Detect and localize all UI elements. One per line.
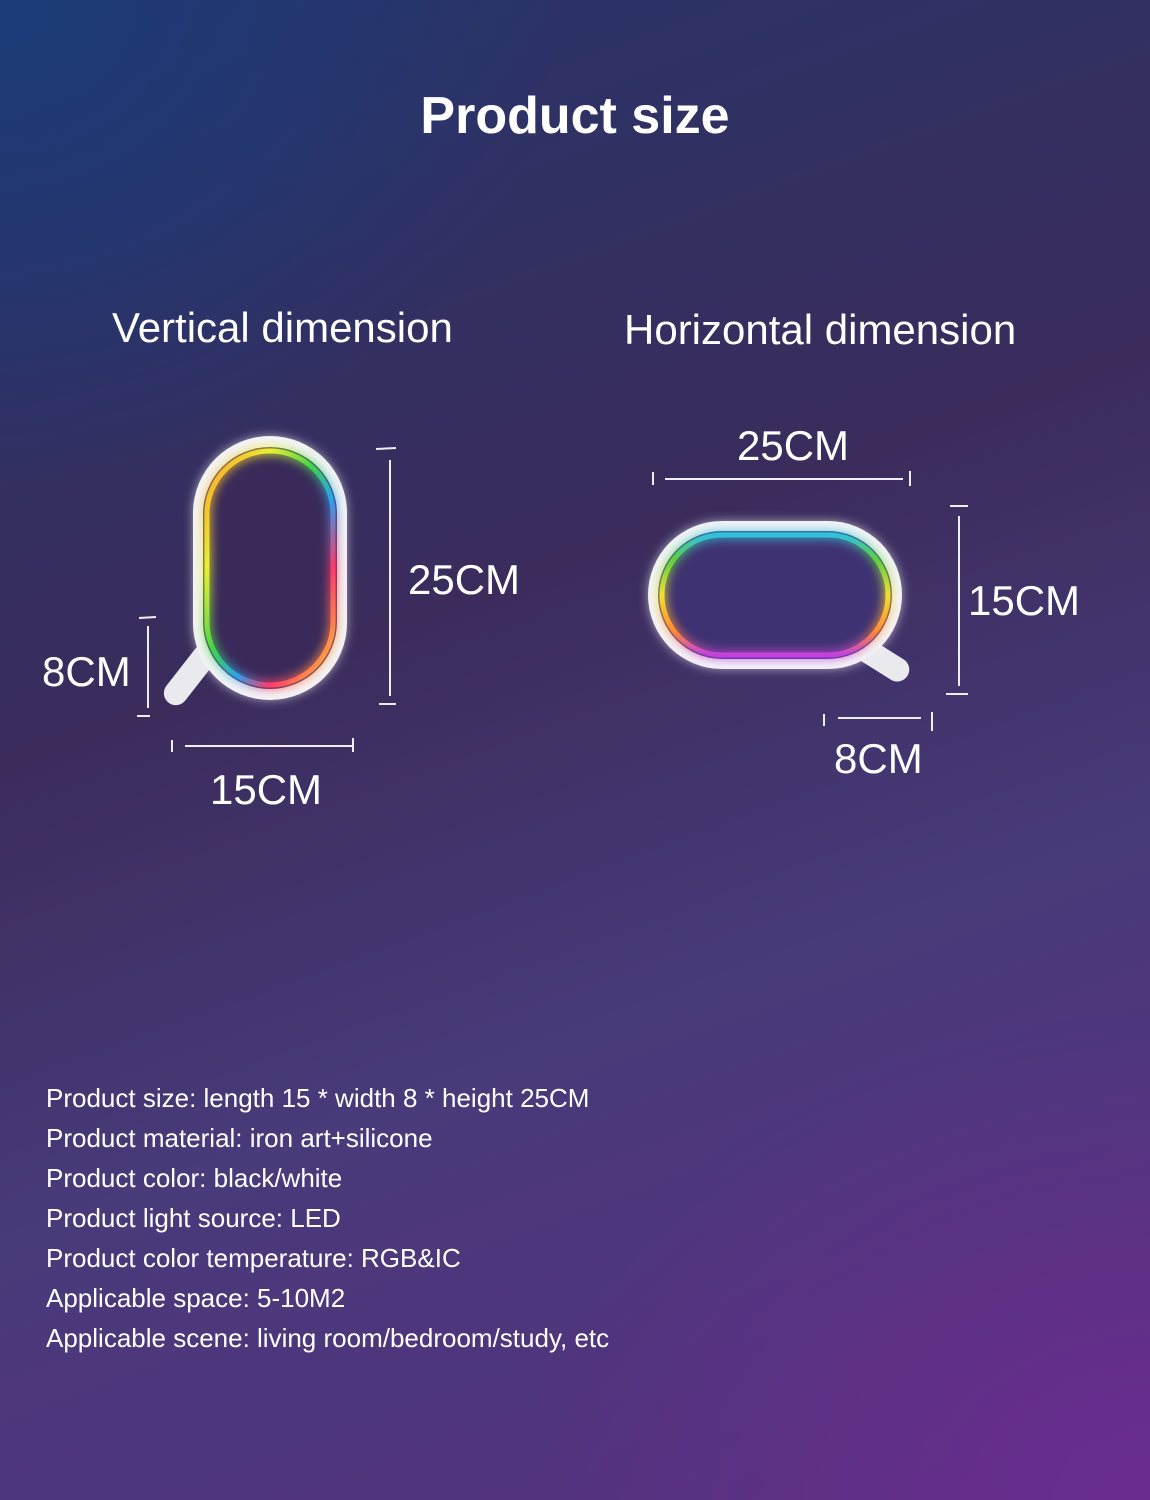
- page-title: Product size: [420, 87, 730, 145]
- horizontal-height-label: 15CM: [968, 577, 1081, 624]
- vertical-width-label: 15CM: [210, 766, 323, 813]
- horizontal-width-label: 25CM: [737, 422, 850, 469]
- horizontal-depth-label: 8CM: [834, 735, 923, 782]
- spec-size: Product size: length 15 * width 8 * heig…: [46, 1083, 590, 1113]
- horizontal-width-line: [652, 471, 911, 486]
- spec-color-temperature: Product color temperature: RGB&IC: [46, 1243, 461, 1273]
- vertical-height-label: 25CM: [408, 556, 521, 603]
- spec-material: Product material: iron art+silicone: [46, 1123, 433, 1153]
- horizontal-lamp-image: [648, 521, 910, 682]
- horizontal-depth-line: [823, 712, 933, 731]
- vertical-width-line: [171, 738, 354, 752]
- vertical-depth-label: 8CM: [42, 648, 131, 695]
- vertical-height-line: [375, 447, 397, 705]
- vertical-depth-line: [137, 616, 157, 717]
- horizontal-height-line: [946, 505, 968, 695]
- vertical-dimension-heading: Vertical dimension: [112, 304, 453, 351]
- spec-applicable-space: Applicable space: 5-10M2: [46, 1283, 346, 1313]
- vertical-lamp-image: [163, 436, 347, 706]
- dimension-lines: [137, 447, 968, 752]
- spec-color: Product color: black/white: [46, 1163, 343, 1193]
- horizontal-dimension-heading: Horizontal dimension: [624, 306, 1017, 353]
- spec-applicable-scene: Applicable scene: living room/bedroom/st…: [46, 1323, 610, 1353]
- spec-light-source: Product light source: LED: [46, 1203, 341, 1233]
- spec-list: Product size: length 15 * width 8 * heig…: [46, 1078, 609, 1358]
